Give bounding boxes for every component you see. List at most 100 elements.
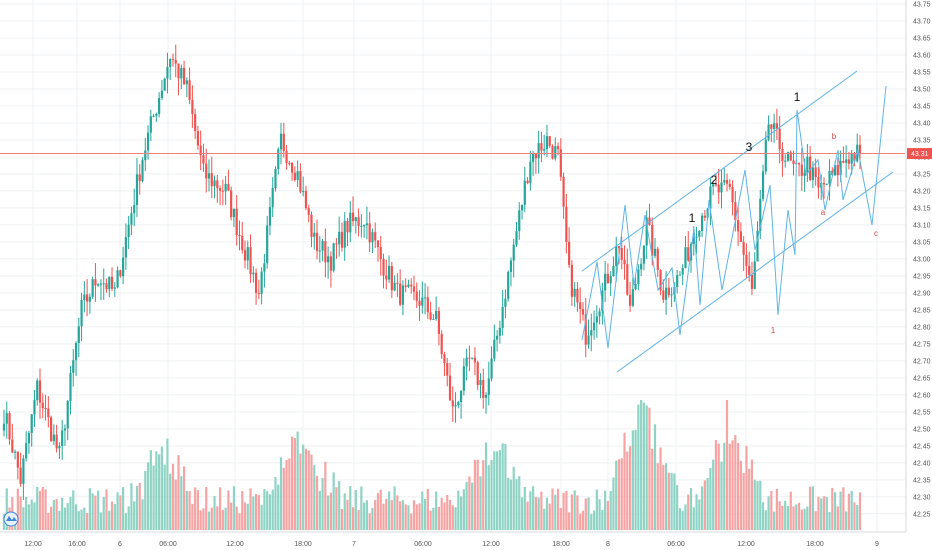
volume-bar: [52, 500, 55, 530]
candle-body: [122, 257, 125, 277]
candle: [22, 454, 25, 500]
volume-bar: [44, 489, 47, 530]
candle-body: [124, 237, 127, 258]
time-axis[interactable]: 12:00 16:00 6 06:00 12:00 18:00 7 06:00 12:00 18:…: [24, 541, 879, 548]
volume-bar: [509, 479, 513, 530]
candle: [363, 224, 366, 238]
volume-bar: [656, 463, 659, 530]
volume-bar: [160, 446, 164, 530]
time-tick-label: 06:00: [414, 541, 432, 548]
candle: [412, 275, 416, 301]
candle: [47, 396, 50, 428]
candle: [659, 269, 662, 296]
candle: [545, 124, 549, 157]
candle: [806, 144, 809, 182]
candle-body: [102, 283, 105, 285]
candle-body: [728, 183, 731, 188]
volume-bar: [659, 447, 662, 530]
logo-badge[interactable]: [3, 511, 19, 527]
candle-body: [202, 155, 205, 164]
corrective-label: 1: [771, 326, 776, 335]
time-tick-label: 12:00: [226, 541, 244, 548]
volume-bar: [537, 497, 540, 530]
volume-bar: [382, 503, 385, 530]
volume-bar: [171, 463, 175, 530]
wave-label: 2: [711, 173, 718, 187]
candle-body: [684, 247, 687, 268]
candle-body: [94, 279, 97, 286]
candle: [182, 60, 186, 85]
candle-body: [77, 326, 80, 343]
time-tick-label: 6: [118, 541, 122, 548]
candle: [335, 238, 338, 259]
candle: [822, 177, 826, 199]
candle: [202, 143, 205, 172]
candle-body: [299, 171, 302, 192]
volume-bars: [2, 400, 862, 530]
volume-bar: [606, 500, 610, 530]
candle-body: [415, 291, 418, 301]
price-tick-label: 42.85: [913, 307, 931, 314]
volume-bar: [764, 510, 767, 530]
volume-bar: [709, 467, 712, 530]
candle-body: [756, 230, 759, 262]
candle: [302, 176, 305, 197]
candle-body: [504, 298, 507, 307]
volume-bar: [99, 512, 103, 530]
candle: [465, 348, 468, 381]
candle: [254, 268, 258, 305]
price-axis[interactable]: 43.75 43.70 43.65 43.60 43.55 43.50 43.45 43.40…: [913, 2, 931, 519]
volume-bar: [595, 489, 598, 530]
candle: [105, 278, 108, 293]
candle: [642, 245, 646, 271]
volume-bar: [723, 442, 726, 530]
candle-body: [548, 136, 551, 146]
volume-bar: [775, 488, 778, 530]
volume-bar: [592, 510, 596, 530]
candle: [401, 280, 405, 316]
candle-body: [490, 358, 493, 379]
candle-body: [291, 162, 294, 173]
candle-body: [88, 296, 91, 302]
candle: [493, 324, 496, 362]
candle-body: [207, 173, 211, 179]
volume-bar: [584, 498, 587, 530]
time-tick-label: 06:00: [667, 541, 685, 548]
volume-bar: [725, 400, 729, 530]
candle-body: [302, 190, 305, 192]
candle: [387, 255, 391, 283]
volume-bar: [268, 494, 272, 530]
candle: [83, 281, 86, 313]
candle-body: [764, 139, 767, 172]
volume-bar: [673, 473, 676, 530]
candle: [191, 85, 194, 128]
candle-body: [620, 248, 623, 260]
candle-body: [52, 434, 55, 442]
candle-body: [570, 264, 573, 297]
candle-body: [296, 171, 299, 181]
candle: [144, 138, 147, 172]
candle-body: [773, 123, 776, 129]
volume-bar: [556, 488, 560, 530]
candle: [451, 386, 454, 422]
candle-body: [767, 124, 770, 140]
volume-bar: [745, 445, 748, 530]
candle: [108, 276, 111, 298]
candle-body: [27, 432, 31, 444]
wave-label: 1: [689, 211, 696, 225]
candle: [753, 252, 756, 290]
candle: [77, 317, 80, 357]
volume-bar: [617, 459, 621, 530]
candle-body: [185, 80, 188, 85]
candle: [526, 177, 529, 185]
candle: [592, 310, 596, 340]
volume-bar: [706, 477, 709, 530]
candle: [130, 206, 133, 236]
price-tick-label: 42.45: [913, 443, 931, 450]
candle: [185, 77, 188, 98]
volume-bar: [169, 473, 172, 530]
candle-body: [119, 270, 122, 277]
candle-body: [836, 165, 839, 176]
